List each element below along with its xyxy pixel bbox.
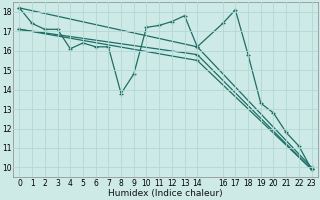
X-axis label: Humidex (Indice chaleur): Humidex (Indice chaleur) — [108, 189, 223, 198]
